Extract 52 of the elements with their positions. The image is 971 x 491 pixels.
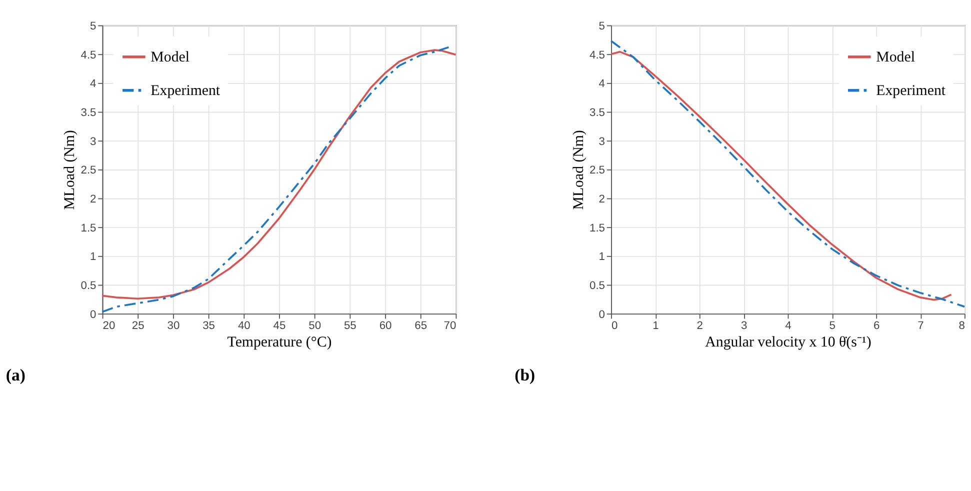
y-tick-label: 3 (90, 136, 96, 148)
x-tick-label: 25 (132, 320, 144, 332)
legend-label: Experiment (150, 83, 221, 100)
y-tick-label: 2 (598, 193, 606, 206)
y-tick-label: 0.5 (80, 280, 96, 292)
y-tick-label: 1 (90, 251, 96, 264)
y-axis-title: MLoad (Nm) (62, 130, 78, 210)
y-tick-label: 0.5 (590, 280, 606, 292)
text: (a) (6, 366, 26, 385)
text: (b) (514, 366, 536, 385)
y-tick-label: 2.5 (80, 164, 96, 177)
x-tick-label: 0 (612, 320, 618, 332)
x-tick-label: 4 (785, 320, 792, 332)
legend-label: Model (876, 50, 915, 66)
y-tick-label: 0 (90, 308, 96, 321)
x-tick-label: 45 (273, 320, 286, 332)
legend-label: Experiment (876, 83, 946, 100)
x-tick-label: 35 (202, 320, 216, 332)
x-tick-label: 30 (167, 320, 180, 332)
x-tick-label: 40 (238, 320, 250, 332)
x-tick-label: 7 (918, 320, 924, 332)
y-tick-label: 3 (598, 136, 606, 148)
x-tick-label: 70 (444, 320, 456, 332)
x-tick-label: 1 (652, 320, 659, 332)
y-tick-label: 1 (598, 251, 606, 264)
y-tick-label: 5 (598, 20, 606, 32)
x-tick-label: 5 (829, 320, 836, 332)
x-axis-title: Temperature (°C) (227, 334, 332, 351)
x-tick-label: 60 (379, 320, 392, 332)
y-tick-label: 4.5 (590, 49, 606, 62)
y-tick-label: 2 (90, 193, 96, 206)
y-tick-label: 3.5 (80, 106, 96, 119)
x-tick-label: 65 (414, 320, 428, 332)
y-tick-label: 1.5 (80, 222, 96, 234)
x-tick-label: 3 (740, 320, 748, 332)
x-tick-label: 8 (958, 320, 965, 332)
legend-label: Model (150, 50, 190, 66)
y-tick-label: 0 (598, 308, 606, 321)
x-tick-label: 55 (344, 320, 356, 332)
y-tick-label: 2.5 (590, 164, 606, 177)
y-axis-title: MLoad (Nm) (570, 130, 587, 210)
x-axis-title: Angular velocity x 10 θ̇(s⁻¹) (705, 334, 872, 351)
y-tick-label: 1.5 (590, 222, 606, 234)
y-tick-label: 3.5 (590, 106, 606, 119)
x-tick-label: 6 (873, 320, 880, 332)
y-tick-label: 4.5 (80, 49, 96, 62)
y-tick-label: 4 (90, 78, 96, 90)
y-tick-label: 4 (598, 78, 606, 90)
y-tick-label: 5 (90, 20, 96, 32)
x-tick-label: 50 (308, 320, 322, 332)
x-tick-label: 20 (102, 320, 116, 332)
x-tick-label: 2 (696, 320, 703, 332)
